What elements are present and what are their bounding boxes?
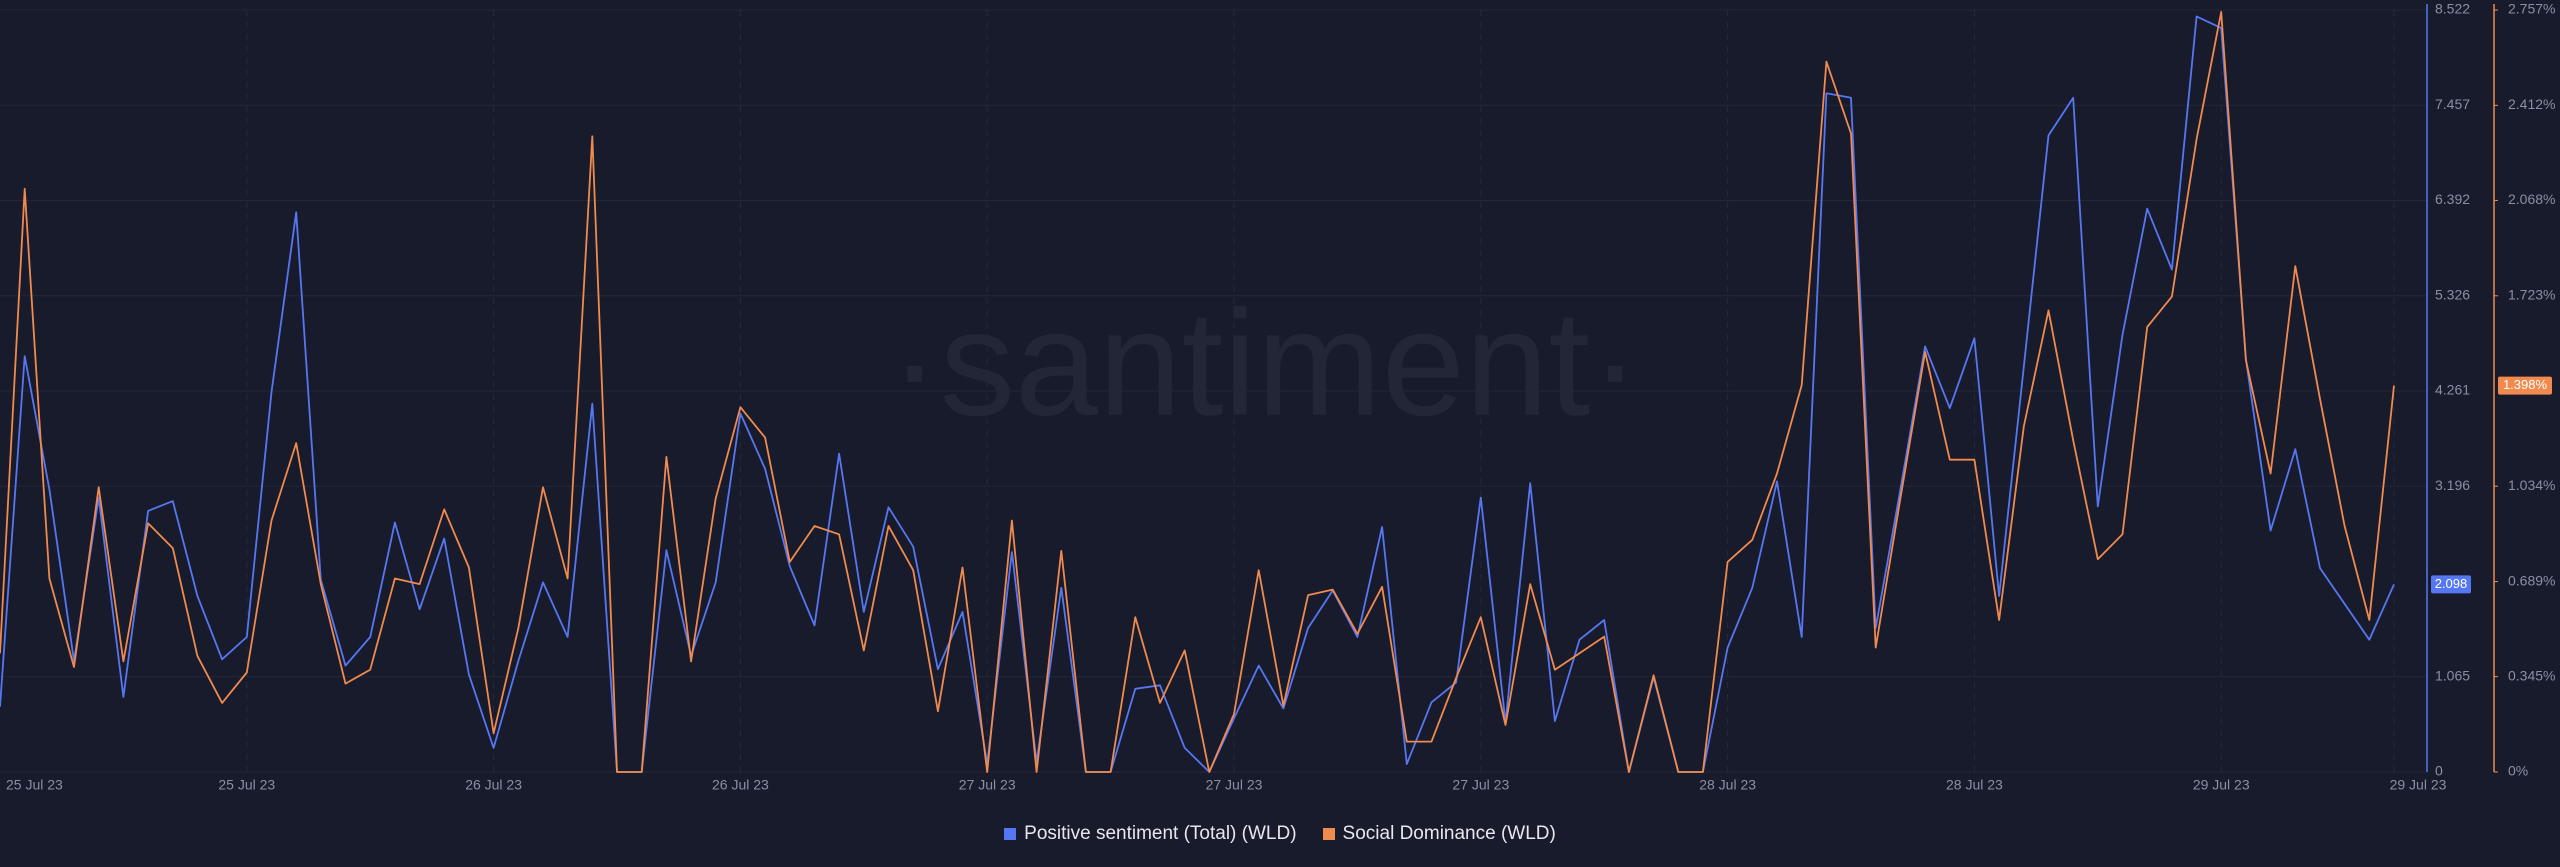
y2-tick-label: 1.034% (2508, 477, 2555, 493)
legend-swatch (1322, 828, 1335, 840)
series-line (0, 11, 2395, 773)
y-tick-label: 5.326 (2435, 286, 2470, 302)
x-tick-label: 28 Jul 23 (1946, 777, 2003, 793)
series-line (0, 15, 2395, 773)
x-tick-label: 29 Jul 23 (2193, 777, 2250, 793)
y2-tick-label: 1.723% (2508, 286, 2555, 302)
x-tick-label: 27 Jul 23 (1206, 777, 1263, 793)
x-tick-label: 27 Jul 23 (1452, 777, 1509, 793)
y2-tick-label: 2.412% (2508, 96, 2555, 112)
y-tick-label: 7.457 (2435, 96, 2470, 112)
x-tick-label: 26 Jul 23 (712, 777, 769, 793)
value-badge (2431, 575, 2471, 594)
y-tick-label: 1.065 (2435, 667, 2470, 683)
legend-item[interactable]: Positive sentiment (Total) (WLD) (1004, 823, 1297, 845)
y-tick-label: 0 (2435, 763, 2443, 779)
legend-item[interactable]: Social Dominance (WLD) (1322, 823, 1556, 845)
y2-tick-label: 0.689% (2508, 572, 2555, 588)
y-tick-label: 6.392 (2435, 191, 2470, 207)
value-badge-label: 1.398% (2503, 377, 2548, 392)
value-badge (2498, 376, 2552, 395)
y2-tick-label: 0.345% (2508, 667, 2555, 683)
x-tick-label: 25 Jul 23 (218, 777, 275, 793)
x-tick-label: 26 Jul 23 (465, 777, 522, 793)
legend-swatch (1004, 828, 1017, 840)
x-tick-label: 29 Jul 23 (2390, 777, 2447, 793)
legend-label: Positive sentiment (Total) (WLD) (1024, 823, 1297, 844)
legend: Positive sentiment (Total) (WLD) Social D… (0, 820, 2560, 848)
y2-tick-label: 2.068% (2508, 191, 2555, 207)
y2-tick-label: 0% (2508, 763, 2528, 779)
x-tick-label: 27 Jul 23 (959, 777, 1016, 793)
y2-tick-label: 2.757% (2508, 1, 2555, 17)
x-tick-label: 28 Jul 23 (1699, 777, 1756, 793)
watermark: ·santiment· (890, 279, 1640, 447)
y-tick-label: 3.196 (2435, 477, 2470, 493)
x-tick-label: 25 Jul 23 (6, 777, 63, 793)
legend-label: Social Dominance (WLD) (1342, 823, 1556, 844)
y-tick-label: 8.522 (2435, 1, 2470, 17)
value-badge-label: 2.098 (2435, 576, 2468, 591)
y-tick-label: 4.261 (2435, 382, 2470, 398)
